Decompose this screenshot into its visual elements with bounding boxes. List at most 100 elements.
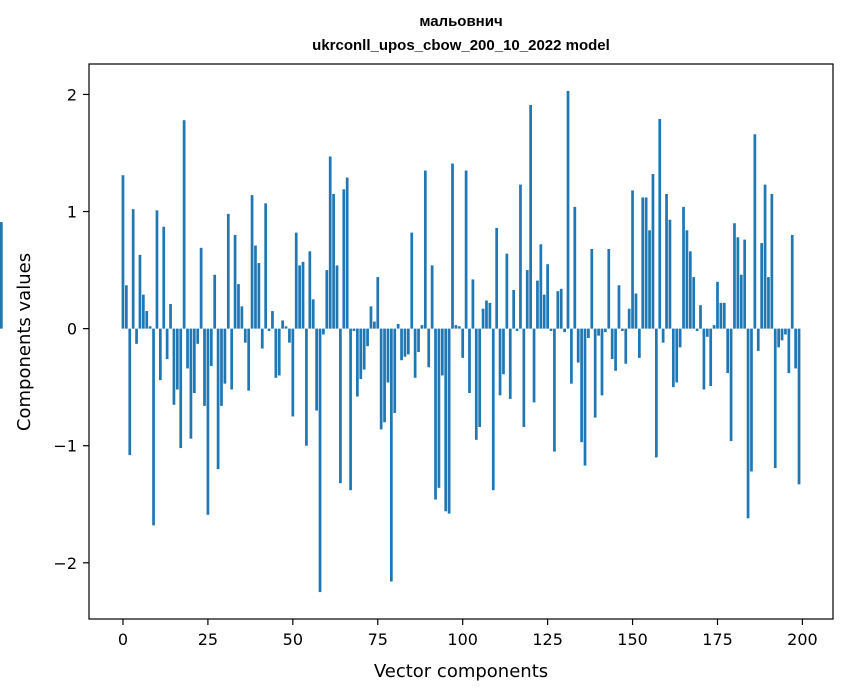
bar-component-170 [699, 305, 702, 329]
bar-component-195 [784, 328, 787, 335]
bar-component-73 [369, 306, 373, 329]
bar-component-5 [138, 254, 142, 329]
bar-component-167 [688, 251, 692, 329]
bar-component-85 [410, 232, 414, 329]
bar-component-59 [322, 328, 325, 335]
bar-component-101 [464, 170, 468, 329]
bar-component-81 [396, 323, 400, 329]
x-axis-title: Vector components [374, 661, 548, 682]
bar-component-150 [631, 190, 634, 329]
bar-component-62 [332, 193, 335, 329]
bar-component-29 [220, 328, 223, 406]
bar-component-84 [406, 328, 410, 355]
bar-component-148 [624, 328, 628, 364]
y-tick-label: −1 [53, 437, 77, 456]
bar-component-132 [570, 328, 573, 384]
bars-group [0, 90, 801, 593]
bar-component-146 [617, 285, 621, 329]
bar-component-17 [179, 328, 183, 449]
bar-component-118 [522, 328, 526, 427]
bar-component-137 [587, 328, 590, 338]
bar-component-194 [780, 328, 784, 341]
bar-component-93 [437, 328, 441, 488]
bar-component-4 [135, 328, 138, 344]
bar-component-28 [216, 328, 220, 470]
bar-component-180 [733, 223, 736, 329]
bar-component-20 [189, 328, 193, 439]
bar-component-112 [502, 328, 505, 375]
bar-component-80 [393, 328, 397, 413]
bar-component-182 [739, 274, 743, 329]
bar-component-159 [661, 328, 665, 343]
bar-component-3 [131, 209, 135, 329]
bar-component-70 [359, 328, 363, 379]
bar-component-23 [199, 247, 203, 329]
bar-component-88 [420, 325, 424, 329]
bar-component-33 [233, 234, 237, 329]
bar-component-197 [790, 234, 794, 329]
bar-component-181 [736, 237, 740, 329]
bar-component-18 [182, 120, 186, 329]
bar-component-90 [427, 328, 431, 368]
plot-frame [88, 63, 834, 620]
x-tick-label: 100 [447, 630, 478, 649]
bar-component-36 [243, 328, 247, 343]
bar-component-25 [206, 328, 210, 515]
bar-component-11 [158, 328, 162, 381]
bar-component-13 [165, 328, 169, 360]
bar-component-12 [162, 226, 166, 329]
bar-component-55 [308, 251, 312, 329]
bar-component-156 [651, 174, 655, 329]
bar-component-140 [597, 328, 600, 336]
bar-component-149 [627, 308, 631, 329]
bar-component-136 [583, 328, 587, 466]
bar-component-114 [508, 328, 512, 399]
bar-component-188 [760, 243, 764, 329]
bar-component-27 [213, 274, 217, 329]
bar-component-158 [658, 119, 662, 329]
bar-component-190 [767, 277, 770, 329]
bar-component-16 [175, 328, 179, 390]
bar-component-32 [230, 328, 234, 390]
bar-component-155 [648, 230, 651, 329]
bar-component-113 [505, 253, 509, 329]
bar-component-7 [145, 311, 149, 329]
x-tick-label: 50 [283, 630, 303, 649]
bar-component-21 [192, 328, 196, 394]
bar-component-107 [485, 300, 488, 329]
x-tick-label: 25 [198, 630, 218, 649]
bar-component-166 [685, 230, 689, 329]
bar-component-47 [281, 320, 284, 329]
bar-component-19 [186, 328, 189, 369]
bar-component-75 [376, 277, 380, 329]
x-axis-ticks: 0 25 50 75 100 125 150 175 200 [118, 619, 818, 649]
bar-component-95 [444, 328, 448, 512]
bar-component-72 [366, 328, 369, 347]
bar-component-161 [668, 219, 672, 329]
y-tick-label: 0 [67, 320, 77, 339]
bar-component-56 [311, 299, 315, 329]
bar-component-44 [271, 311, 274, 329]
bar-component-157 [654, 328, 658, 458]
bar-component-2 [128, 328, 132, 456]
bar-component-120 [529, 104, 532, 329]
bar-component-108 [488, 302, 492, 329]
bar-component-134 [576, 328, 580, 363]
bar-component-9 [152, 328, 155, 526]
bar-component-38 [250, 195, 254, 329]
bar-component-141 [600, 328, 604, 396]
bar-component-164 [678, 328, 682, 348]
bar-component-178 [726, 328, 730, 374]
bar-component-67 [349, 328, 352, 491]
bar-component-61 [328, 156, 332, 329]
bar-component-123 [539, 244, 543, 329]
bar-component-151 [634, 293, 638, 329]
bar-component-58 [318, 328, 322, 593]
bar-component-91 [430, 265, 434, 329]
bar-component-74 [373, 321, 376, 329]
x-tick-label: 200 [787, 630, 818, 649]
bar-component-160 [665, 193, 668, 329]
bar-component-6 [142, 294, 145, 329]
bar-component-111 [498, 328, 502, 396]
